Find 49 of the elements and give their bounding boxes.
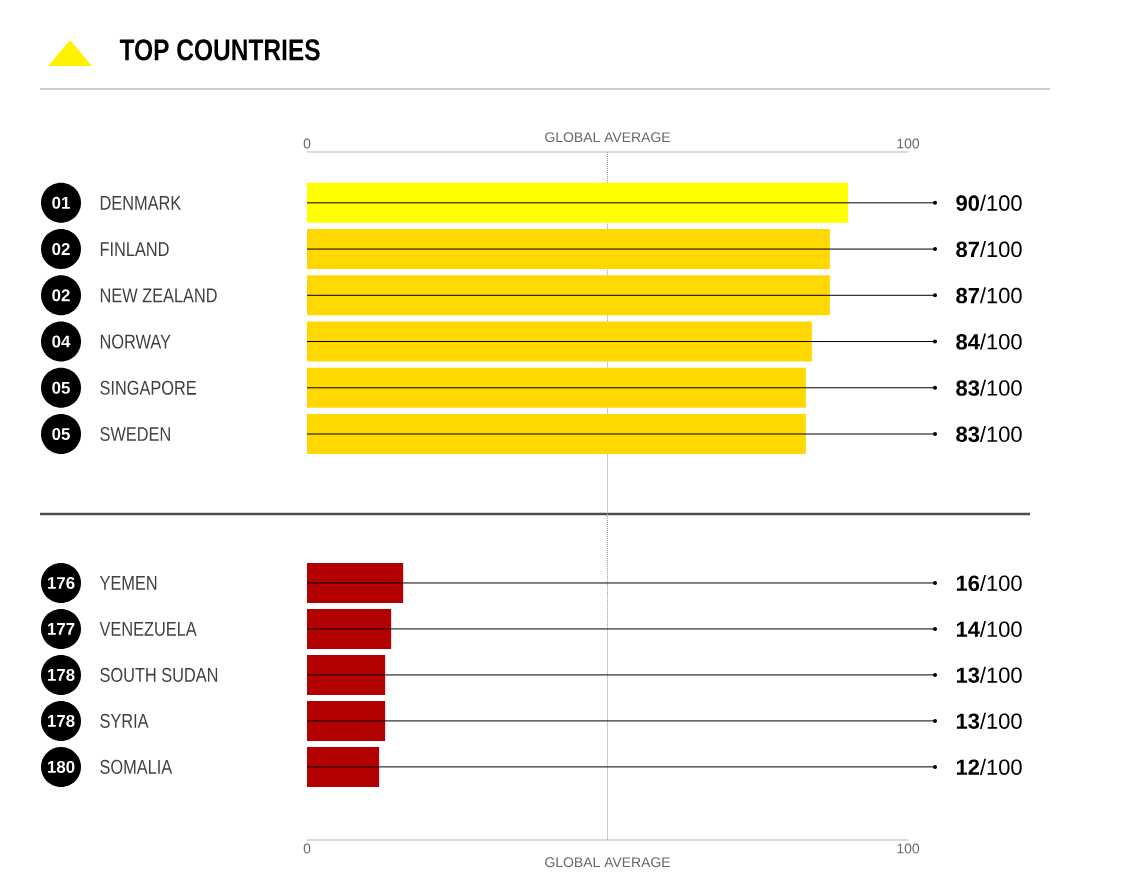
data-label: 83/100: [956, 379, 1022, 396]
data-label: 13/100: [956, 712, 1022, 729]
y-tick-label: DENMARK: [100, 195, 182, 210]
text: 02: [52, 289, 70, 302]
data-label: 83/100: [956, 425, 1022, 443]
y-tick-label: SOUTH SUDAN: [100, 667, 218, 682]
bar: [307, 229, 830, 270]
bar: [307, 414, 806, 454]
bar: [307, 562, 404, 603]
data-label: 90/100: [956, 194, 1022, 211]
data-label: 14/100: [956, 620, 1022, 637]
bar: [307, 321, 812, 362]
data-label: 12/100: [956, 758, 1022, 775]
text: 178: [47, 714, 75, 727]
bar: [307, 182, 848, 223]
x2-tick-label: 100: [897, 138, 920, 149]
text: 177: [47, 623, 75, 635]
x2-tick-label: 0: [303, 138, 311, 149]
y-tick-label: SINGAPORE: [100, 380, 196, 395]
y-tick-label: NORWAY: [100, 334, 171, 349]
ref-line-label: GLOBAL AVERAGE: [545, 132, 670, 143]
text: 02: [52, 243, 70, 256]
ref-line-label: GLOBAL AVERAGE: [545, 857, 670, 868]
data-label: 16/100: [956, 574, 1022, 592]
text: 178: [47, 668, 75, 681]
bar: [307, 367, 806, 408]
data-label: 13/100: [956, 666, 1022, 683]
data-label: 87/100: [956, 241, 1022, 258]
y-tick-label: VENEZUELA: [99, 621, 197, 636]
data-label: 87/100: [956, 287, 1022, 304]
data-label: 84/100: [956, 333, 1022, 350]
y-tick-label: SWEDEN: [100, 426, 170, 442]
text: 01: [52, 196, 70, 209]
text: 180: [47, 760, 75, 773]
y-tick-label: FINLAND: [100, 242, 169, 256]
y-tick-label: SYRIA: [100, 713, 149, 728]
chart-title: TOP COUNTRIES: [119, 39, 320, 61]
text: 04: [52, 335, 71, 348]
y-tick-label: SOMALIA: [100, 759, 173, 774]
y-tick-label: YEMEN: [99, 576, 157, 590]
bar: [307, 275, 830, 316]
bar: [307, 700, 386, 741]
bar: [307, 654, 386, 695]
text: 176: [47, 576, 75, 589]
y-tick-label: NEW ZEALAND: [100, 288, 217, 303]
bar: [307, 746, 380, 787]
text: 05: [52, 428, 70, 440]
text: 05: [52, 381, 70, 394]
bar: [307, 608, 392, 649]
